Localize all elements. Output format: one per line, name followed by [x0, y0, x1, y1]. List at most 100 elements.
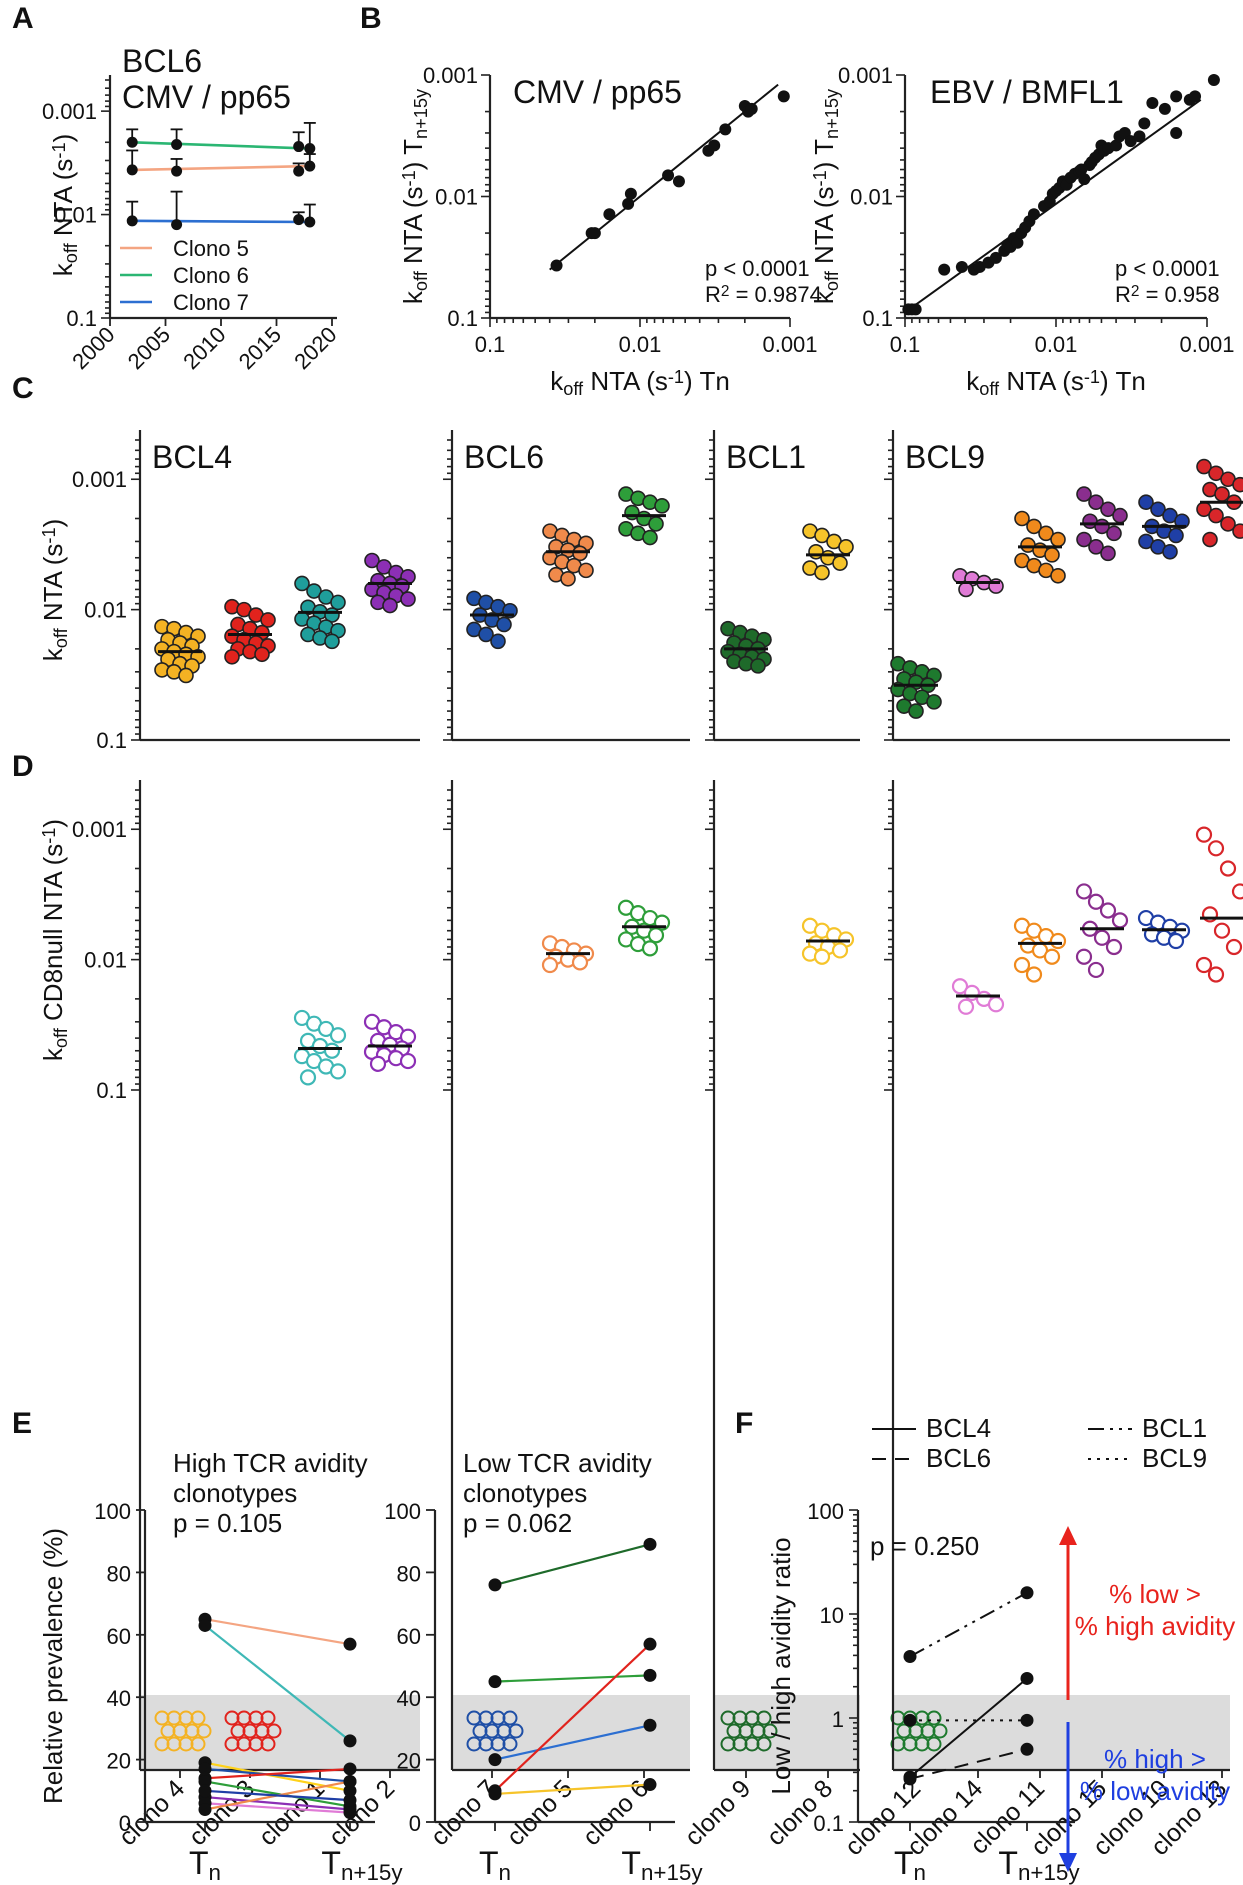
data-point: [1220, 516, 1236, 532]
clone-clono-3: [224, 1710, 282, 1752]
data-point: [643, 1718, 657, 1732]
data-point: [745, 102, 758, 115]
x-tick-label: clono 3: [183, 1774, 260, 1851]
data-point: [343, 1806, 357, 1820]
chart-title-line1: Low TCR avidity: [463, 1448, 652, 1478]
group-title: BCL4: [152, 439, 232, 475]
data-point: [1207, 966, 1225, 983]
stat-p-value: p = 0.105: [173, 1508, 282, 1538]
data-point: [643, 1637, 657, 1651]
data-point: [502, 1736, 518, 1752]
data-point: [603, 208, 616, 221]
nd-shaded-region: [452, 1695, 690, 1770]
x-tick-label: 0.1: [475, 332, 506, 357]
data-point: [260, 1736, 276, 1752]
y-tick-label: 40: [107, 1686, 131, 1711]
panel-label-f: F: [735, 1407, 753, 1440]
data-point: [1231, 883, 1243, 900]
data-point: [903, 1650, 917, 1664]
data-point: [224, 648, 240, 665]
series-line: [204, 1767, 351, 1783]
data-point: [541, 956, 559, 974]
data-point: [1075, 883, 1093, 900]
data-point: [1162, 543, 1178, 560]
y-tick-label: 0.001: [72, 817, 127, 842]
y-axis-label: koff NTA (s-1): [48, 134, 81, 277]
data-point: [1025, 966, 1043, 983]
data-point: [1044, 547, 1060, 563]
data-point: [1158, 102, 1171, 115]
data-point: [1020, 1713, 1034, 1727]
data-point: [329, 1063, 347, 1080]
y-tick-label: 0.1: [813, 1811, 844, 1836]
data-point: [572, 545, 588, 562]
data-point: [488, 1753, 502, 1767]
clone-clono-9: [720, 620, 772, 674]
y-tick-label: 10: [820, 1603, 844, 1628]
fit-line: [132, 164, 310, 172]
data-point: [1138, 117, 1151, 130]
x-tick-label: Tn: [189, 1845, 221, 1885]
series-clono-7: [126, 190, 316, 231]
y-tick-label: 0.01: [84, 948, 127, 973]
clone-clono-15: [1075, 883, 1129, 979]
data-point: [1076, 531, 1092, 548]
x-axis-label: koff NTA (s-1) Tn: [966, 366, 1146, 399]
data-point: [578, 562, 594, 579]
data-point: [1168, 527, 1184, 544]
y-tick-label: 0: [409, 1811, 421, 1836]
group-title: BCL9: [905, 439, 985, 475]
data-point: [642, 529, 658, 546]
data-point: [1105, 938, 1123, 956]
panel-label-e: E: [12, 1407, 32, 1440]
data-point: [293, 141, 305, 153]
data-point: [1078, 173, 1091, 186]
data-point: [926, 1736, 942, 1752]
data-point: [343, 1762, 357, 1776]
data-point: [987, 996, 1005, 1013]
data-point: [903, 1772, 917, 1786]
series-line: [494, 1783, 651, 1796]
data-point: [266, 1723, 282, 1739]
clone-clono-4: [154, 618, 206, 684]
data-point: [622, 197, 635, 210]
panel-label-c: C: [12, 372, 34, 405]
chart-title: EBV / BMFL1: [930, 74, 1124, 110]
data-point: [643, 1537, 657, 1551]
data-point: [624, 187, 637, 200]
data-point: [951, 978, 969, 995]
data-point: [343, 1734, 357, 1748]
x-tick-label: Tn+15y: [321, 1845, 403, 1885]
group-bcl6: BCL6: [443, 430, 690, 742]
data-point: [178, 667, 194, 684]
series-line: [204, 1789, 351, 1802]
up-arrow-head: [1059, 1526, 1077, 1545]
legend-item-bcl6: BCL6: [872, 1443, 991, 1473]
y-tick-label: 0.01: [850, 185, 893, 210]
y-tick-label: 0.1: [862, 306, 893, 331]
data-point: [926, 1710, 942, 1726]
data-point: [488, 1578, 502, 1592]
y-tick-label: 0: [119, 1811, 131, 1836]
data-point: [488, 1675, 502, 1689]
x-tick-label: 0.01: [1035, 332, 1078, 357]
group-1: clono 7 clono 5 clono 6: [425, 780, 690, 1851]
data-point: [1232, 523, 1243, 539]
data-point: [719, 123, 732, 136]
data-point: [1050, 531, 1066, 548]
data-point: [1111, 912, 1129, 929]
y-tick-label: 40: [397, 1686, 421, 1711]
clone-clono-1: [293, 1009, 347, 1086]
x-tick-label: Tn: [894, 1845, 926, 1885]
series-line: [909, 1677, 1028, 1778]
y-tick-label: 100: [384, 1499, 421, 1524]
legend-label: Clono 7: [173, 290, 249, 315]
stat-p-value: p < 0.0001: [1115, 256, 1220, 281]
clone-clono-1: [294, 575, 346, 650]
legend-label: BCL9: [1142, 1443, 1207, 1473]
y-tick-label: 20: [107, 1749, 131, 1774]
group-bcl1: BCL1: [705, 430, 860, 742]
x-tick-label: Tn+15y: [621, 1845, 703, 1885]
legend-label: Clono 6: [173, 263, 249, 288]
